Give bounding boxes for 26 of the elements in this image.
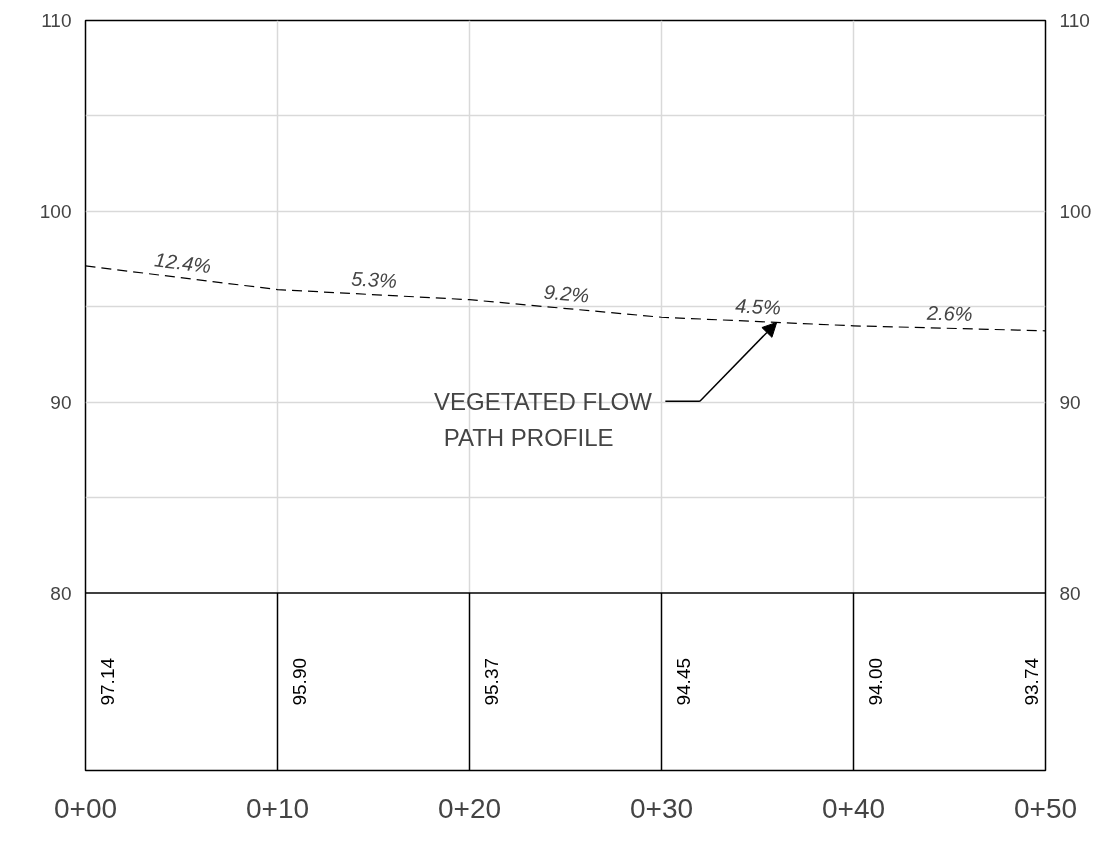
x-tick-label: 0+50	[1013, 792, 1078, 824]
y2-tick-label: 80	[1059, 582, 1081, 604]
x-tick-label: 0+30	[629, 792, 694, 824]
text: 93.74	[1021, 657, 1042, 706]
y-tick-label: 90	[50, 391, 72, 413]
text: 95.90	[289, 657, 310, 706]
annotation: 9.2%	[542, 280, 591, 307]
x-tick-label: 0+40	[821, 792, 886, 824]
y-tick-label: 80	[50, 582, 72, 604]
text: 97.14	[97, 657, 118, 706]
x-tick-label: 0+10	[245, 792, 310, 824]
x-tick-label: 0+20	[437, 792, 502, 824]
text: 95.37	[481, 657, 502, 706]
y-tick-label: 110	[41, 10, 72, 31]
y2-tick-label: 110	[1059, 10, 1090, 31]
annotation: VEGETATED FLOW PATH PROFILE	[434, 387, 653, 451]
annotation: 5.3%	[350, 267, 398, 292]
y2-tick-label: 100	[1059, 200, 1092, 222]
annotation: 4.5%	[734, 294, 782, 319]
annotation: 12.4%	[153, 248, 213, 278]
y-tick-label: 100	[39, 200, 72, 222]
text: 94.00	[865, 657, 886, 706]
x-tick-label: 0+00	[53, 792, 118, 824]
text: 94.45	[673, 657, 694, 706]
y2-tick-label: 90	[1059, 391, 1081, 413]
annotation: 2.6%	[925, 301, 973, 325]
